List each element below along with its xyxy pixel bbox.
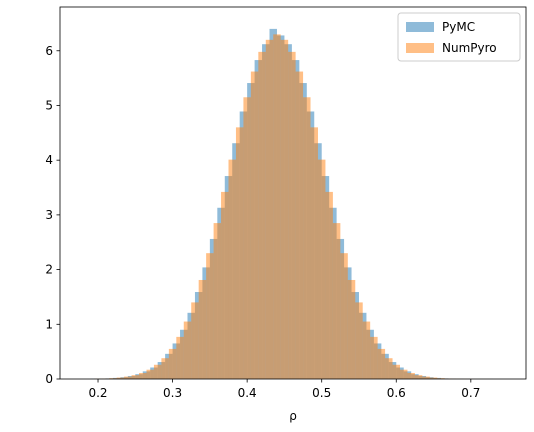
x-tick-label: 0.3 bbox=[163, 386, 182, 400]
histogram-bar bbox=[325, 191, 333, 379]
histogram-bar bbox=[191, 302, 199, 379]
histogram-bar bbox=[392, 364, 400, 379]
histogram-bar bbox=[362, 321, 371, 379]
histogram-bar bbox=[377, 348, 386, 379]
y-tick-label: 1 bbox=[45, 317, 53, 331]
histogram-bar bbox=[213, 223, 222, 379]
y-tick-label: 5 bbox=[45, 98, 53, 112]
histogram-bar bbox=[385, 358, 393, 379]
histogram-bar bbox=[265, 39, 274, 380]
histogram-bar bbox=[124, 376, 132, 379]
histogram-bar bbox=[109, 378, 117, 379]
histogram-bar bbox=[407, 372, 415, 379]
y-tick-label: 6 bbox=[45, 44, 53, 58]
histogram-bar bbox=[370, 336, 378, 379]
y-tick-label: 0 bbox=[45, 372, 53, 386]
histogram-bar bbox=[332, 223, 341, 379]
histogram-bar bbox=[273, 34, 281, 380]
legend-swatch bbox=[406, 22, 434, 32]
histogram-bar bbox=[437, 378, 445, 379]
legend-label: PyMC bbox=[442, 20, 475, 34]
histogram-bar bbox=[153, 364, 162, 379]
histogram-bar bbox=[221, 191, 229, 379]
y-tick-label: 3 bbox=[45, 208, 53, 222]
histogram-bar bbox=[303, 97, 311, 379]
histogram-bar bbox=[168, 348, 177, 379]
histogram-bar bbox=[347, 279, 356, 379]
histogram-bar bbox=[139, 372, 147, 379]
histogram-bar bbox=[243, 97, 251, 379]
x-tick-label: 0.4 bbox=[238, 386, 257, 400]
histogram-bar bbox=[310, 127, 318, 380]
histogram-bar bbox=[280, 39, 289, 380]
histogram-bar bbox=[295, 71, 304, 379]
histogram-bar bbox=[206, 253, 214, 379]
x-tick-label: 0.6 bbox=[387, 386, 406, 400]
histogram-bar bbox=[288, 51, 296, 379]
histogram-bar bbox=[176, 336, 184, 379]
histogram-bar bbox=[235, 127, 244, 380]
plot-frame bbox=[59, 6, 527, 380]
histogram-bar bbox=[131, 375, 140, 379]
histogram-bar bbox=[146, 369, 154, 379]
histogram-bar bbox=[317, 159, 326, 379]
y-tick-label: 2 bbox=[45, 263, 53, 277]
histogram-bar bbox=[116, 377, 125, 379]
histogram-bar bbox=[258, 51, 266, 379]
histogram-bar bbox=[422, 376, 430, 379]
histogram-bar bbox=[429, 377, 438, 379]
x-tick-label: 0.2 bbox=[88, 386, 107, 400]
legend-label: NumPyro bbox=[442, 41, 497, 55]
legend: PyMC NumPyro bbox=[397, 12, 521, 62]
histogram-bar bbox=[414, 375, 423, 379]
histogram-bar bbox=[340, 253, 348, 379]
histogram-bar bbox=[399, 369, 408, 379]
histogram-bar bbox=[183, 321, 192, 379]
x-tick-label: 0.7 bbox=[461, 386, 480, 400]
histogram-bar bbox=[161, 358, 169, 379]
histogram-bar bbox=[250, 71, 259, 379]
y-tick-label: 4 bbox=[45, 153, 53, 167]
x-axis-label: ρ bbox=[289, 409, 297, 423]
histogram-bar bbox=[355, 302, 363, 379]
histogram-bar bbox=[228, 159, 236, 379]
histogram-bar bbox=[198, 279, 207, 379]
x-tick-label: 0.5 bbox=[312, 386, 331, 400]
legend-swatch bbox=[406, 43, 434, 53]
